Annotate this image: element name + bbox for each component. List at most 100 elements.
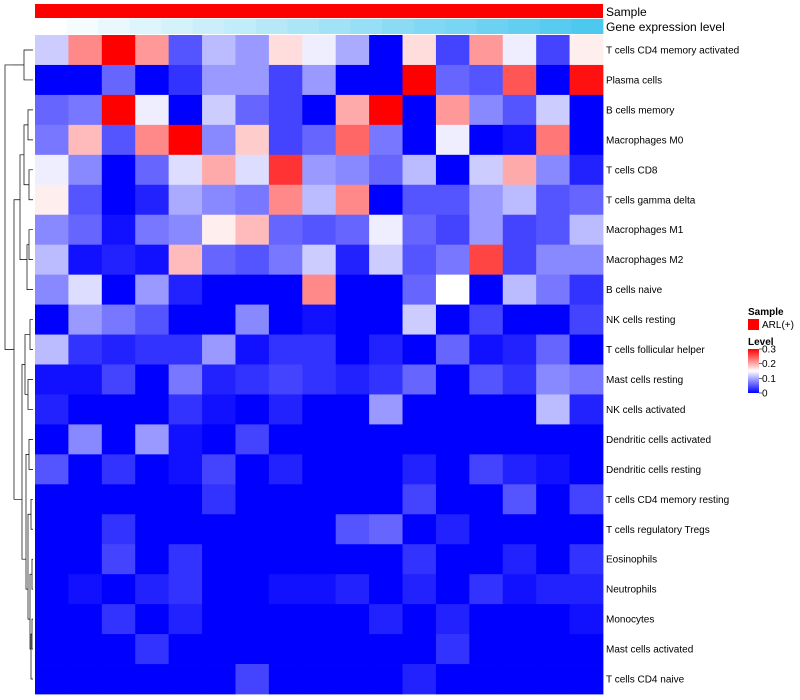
heatmap-cell — [469, 35, 504, 66]
heatmap-cell — [435, 574, 470, 605]
heatmap-cell — [302, 394, 337, 425]
heatmap-cell — [502, 604, 537, 635]
heatmap-cell — [536, 424, 570, 455]
heatmap-cell — [235, 35, 270, 66]
row-label: Plasma cells — [606, 75, 662, 86]
heatmap-cell — [35, 454, 69, 485]
heatmap-cell — [268, 424, 303, 455]
heatmap-cell — [235, 544, 270, 575]
heatmap-cell — [35, 544, 69, 575]
legend-level-ticks: 0.3 0.2 0.1 0 — [759, 345, 776, 400]
gene-expression-segment — [319, 19, 351, 34]
row-label: Macrophages M1 — [606, 225, 684, 236]
heatmap-cells — [35, 35, 604, 695]
heatmap-cell — [536, 64, 570, 96]
heatmap-cell — [569, 604, 604, 635]
row-label: T cells CD8 — [606, 165, 658, 176]
legend-level-tick-label: 0.3 — [762, 345, 776, 356]
heatmap-cell — [469, 214, 504, 246]
heatmap-cell — [135, 574, 170, 605]
heatmap-cell — [369, 424, 403, 455]
heatmap-cell — [268, 124, 303, 156]
heatmap-cell — [335, 304, 370, 335]
heatmap-cell — [469, 364, 504, 395]
legend-level-colorbar — [748, 349, 759, 393]
heatmap-cell — [135, 334, 170, 365]
heatmap-cell — [536, 124, 570, 156]
heatmap-cell — [302, 184, 337, 216]
heatmap-cell — [101, 214, 136, 246]
heatmap-cell — [235, 94, 270, 126]
gene-expression-segment — [35, 19, 67, 34]
heatmap-cell — [469, 184, 504, 216]
heatmap-cell — [168, 304, 203, 335]
heatmap-cell — [235, 454, 270, 485]
heatmap-cell — [369, 35, 403, 66]
heatmap-cell — [68, 244, 103, 276]
dendrogram-branch — [19, 154, 27, 261]
heatmap-cell — [202, 544, 236, 575]
row-label: T cells CD4 memory resting — [606, 495, 729, 506]
dendrogram-branch — [28, 439, 33, 470]
gene-expression-segment — [413, 19, 446, 34]
gene-expression-segment — [445, 19, 478, 34]
heatmap-cell — [369, 334, 403, 365]
heatmap-cell — [502, 35, 537, 66]
heatmap-cell — [369, 604, 403, 635]
dendrogram-branch — [28, 169, 33, 201]
heatmap-cell — [101, 394, 136, 425]
heatmap-cell — [168, 514, 203, 545]
heatmap-cell — [202, 574, 236, 605]
legend-sample-title: Sample — [748, 307, 784, 318]
heatmap-cell — [268, 574, 303, 605]
heatmap-cell — [369, 94, 403, 126]
heatmap-cell — [536, 544, 570, 575]
heatmap-cell — [369, 304, 403, 335]
heatmap-cell — [502, 394, 537, 425]
heatmap-cell — [101, 304, 136, 335]
heatmap-cell — [268, 35, 303, 66]
heatmap-cell — [168, 424, 203, 455]
heatmap-cell — [268, 634, 303, 665]
heatmap-cell — [536, 574, 570, 605]
heatmap-cell — [335, 184, 370, 216]
heatmap-cell — [469, 154, 504, 186]
heatmap-cell — [569, 334, 604, 365]
heatmap-cell — [202, 35, 236, 66]
row-label: B cells naive — [606, 285, 663, 296]
heatmap-cell — [435, 274, 470, 305]
heatmap-cell — [469, 64, 504, 96]
heatmap-cell — [402, 394, 437, 425]
heatmap-cell — [135, 64, 170, 96]
heatmap-cell — [235, 364, 270, 395]
heatmap-cell — [168, 544, 203, 575]
heatmap-cell — [369, 544, 403, 575]
heatmap-cell — [302, 124, 337, 156]
heatmap-cell — [569, 124, 604, 156]
legend-level-tick-label: 0.2 — [762, 359, 776, 370]
heatmap-cell — [101, 454, 136, 485]
row-label: Dendritic cells resting — [606, 465, 701, 476]
heatmap-cell — [536, 394, 570, 425]
heatmap-cell — [202, 604, 236, 635]
heatmap-cell — [402, 454, 437, 485]
heatmap-cell — [369, 454, 403, 485]
heatmap-cell — [536, 214, 570, 246]
heatmap-cell — [168, 274, 203, 305]
heatmap-cell — [135, 94, 170, 126]
heatmap-cell — [536, 154, 570, 186]
heatmap-cell — [369, 514, 403, 545]
dendrogram-branch — [27, 109, 33, 141]
heatmap-cell — [302, 574, 337, 605]
heatmap-cell — [402, 304, 437, 335]
heatmap-cell — [135, 124, 170, 156]
heatmap-cell — [502, 94, 537, 126]
heatmap-cell — [369, 484, 403, 515]
heatmap-cell — [235, 484, 270, 515]
heatmap-cell — [302, 544, 337, 575]
heatmap-cell — [302, 274, 337, 305]
heatmap-cell — [268, 154, 303, 186]
heatmap-cell — [402, 244, 437, 276]
heatmap-cell — [536, 364, 570, 395]
heatmap-cell — [502, 184, 537, 216]
